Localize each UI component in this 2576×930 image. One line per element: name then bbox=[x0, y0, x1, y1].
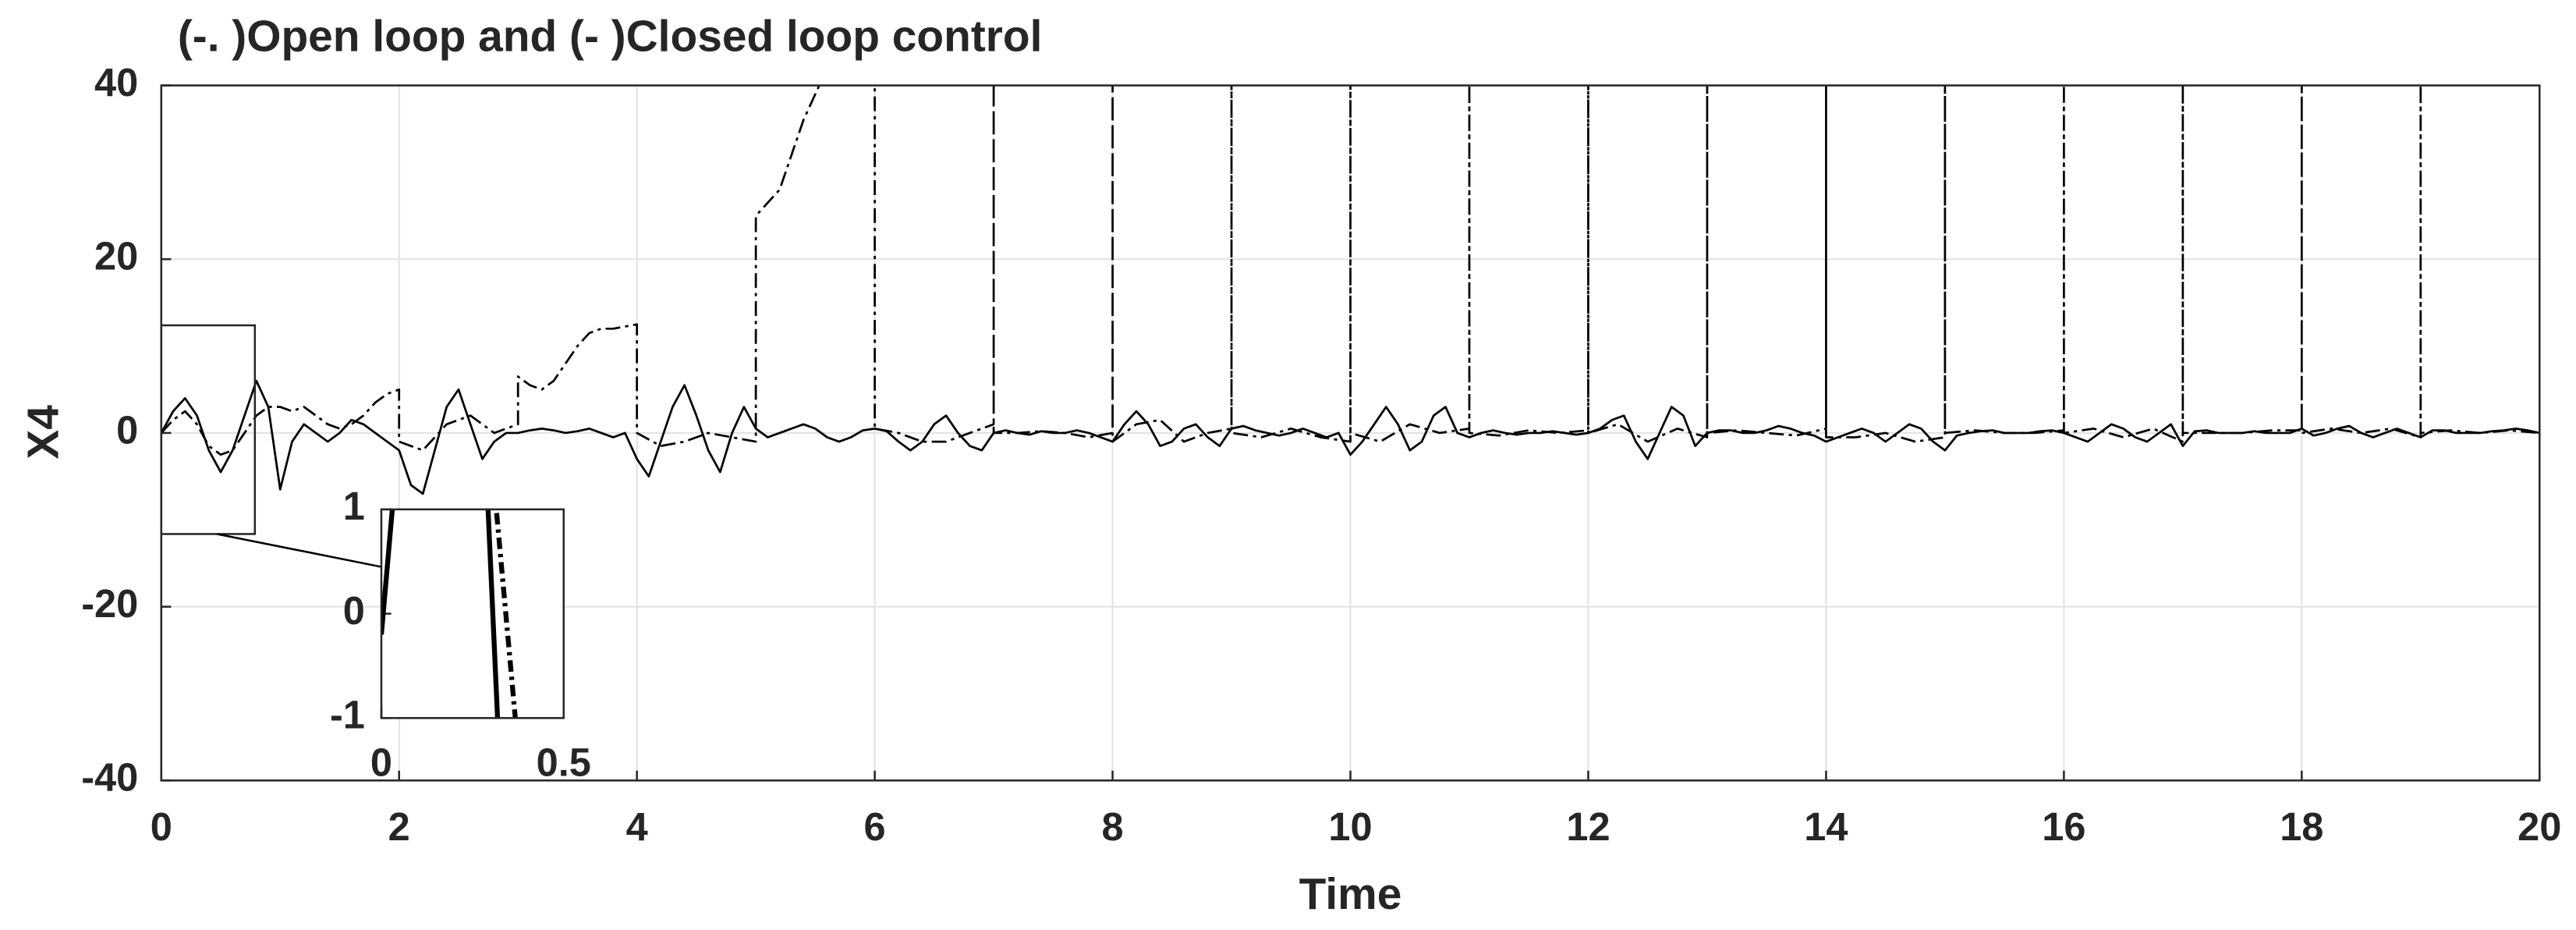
zoom-box bbox=[160, 324, 257, 535]
y-tick-label: -40 bbox=[81, 755, 138, 800]
x-tick-label: 16 bbox=[2042, 804, 2085, 849]
data-line bbox=[161, 85, 2540, 456]
zoom-connector bbox=[217, 533, 382, 568]
y-tick-label: 0 bbox=[343, 588, 365, 633]
y-tick-label: 0 bbox=[116, 407, 138, 452]
inset-background bbox=[381, 509, 564, 719]
x-tick-label: 0.5 bbox=[537, 740, 591, 785]
axes-frame bbox=[380, 508, 565, 719]
x-tick-label: 4 bbox=[626, 804, 648, 849]
x-tick-label: 18 bbox=[2280, 804, 2323, 849]
x-tick-label: 0 bbox=[151, 804, 172, 849]
x-tick-label: 0 bbox=[370, 740, 392, 785]
x-tick-label: 12 bbox=[1566, 804, 1610, 849]
x-axis-label: Time bbox=[1299, 870, 1402, 919]
x-tick-label: 20 bbox=[2518, 804, 2561, 849]
y-tick-label: 20 bbox=[94, 234, 138, 279]
x-tick-label: 10 bbox=[1328, 804, 1372, 849]
x-tick-label: 6 bbox=[864, 804, 886, 849]
data-line bbox=[381, 509, 501, 719]
y-tick-label: -1 bbox=[330, 693, 365, 737]
y-axis-label: X4 bbox=[19, 405, 68, 460]
data-line bbox=[494, 509, 518, 719]
x-tick-label: 2 bbox=[388, 804, 410, 849]
y-tick-label: 1 bbox=[343, 484, 365, 528]
x-tick-label: 8 bbox=[1102, 804, 1124, 849]
chart-title: (-. )Open loop and (- )Closed loop contr… bbox=[178, 12, 1043, 62]
y-tick-label: 40 bbox=[94, 60, 138, 105]
inset-axes: 0 0.5-101 bbox=[330, 484, 591, 785]
y-tick-label: -20 bbox=[81, 581, 138, 626]
x-tick-label: 14 bbox=[1804, 804, 1848, 849]
data-line bbox=[161, 379, 2540, 495]
